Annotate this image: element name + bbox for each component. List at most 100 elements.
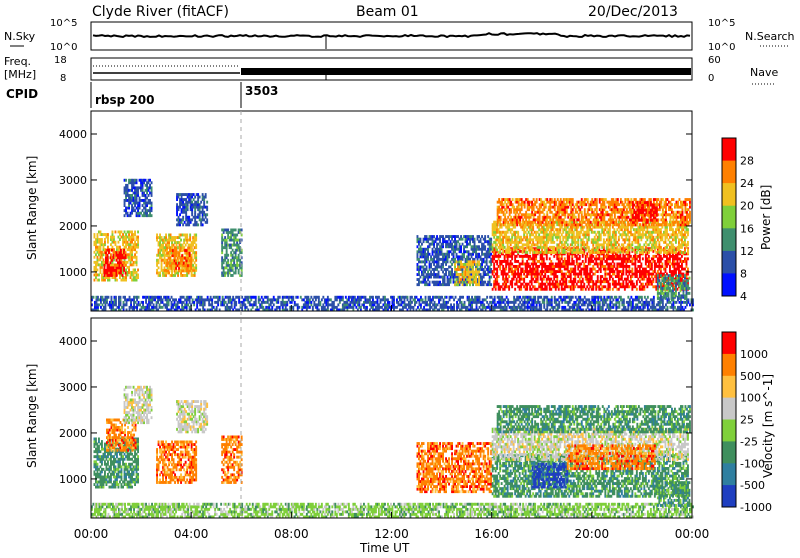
power-cell — [202, 223, 204, 226]
power-cell — [622, 270, 624, 273]
power-cell — [479, 298, 481, 301]
power-cell — [125, 179, 127, 182]
power-cell — [513, 296, 515, 299]
power-cell — [586, 268, 588, 271]
power-cell — [128, 204, 130, 207]
power-cell — [642, 257, 644, 260]
power-cell — [134, 248, 136, 251]
power-cell — [537, 268, 539, 271]
power-cell — [181, 254, 183, 257]
power-cell — [465, 276, 467, 279]
power-cell — [603, 296, 605, 299]
power-cell — [307, 303, 309, 306]
power-cell — [297, 303, 299, 306]
power-cell — [191, 201, 193, 204]
power-cell — [436, 235, 438, 238]
power-cell — [612, 260, 614, 263]
power-cell — [177, 274, 179, 277]
power-cell — [97, 296, 99, 299]
power-cell — [529, 255, 531, 258]
power-cell — [250, 298, 252, 301]
power-cell — [358, 301, 360, 304]
power-cell — [96, 301, 98, 304]
power-cell — [688, 298, 690, 301]
power-cell — [634, 285, 636, 288]
power-cell — [93, 296, 95, 299]
power-cell — [417, 235, 419, 238]
power-cell — [137, 236, 139, 239]
power-cell — [247, 298, 249, 301]
power-cell — [594, 303, 596, 306]
power-cell — [559, 268, 561, 271]
power-cell — [591, 257, 593, 260]
power-cell — [381, 306, 383, 309]
power-cell — [176, 211, 178, 214]
power-cell — [632, 303, 634, 306]
power-cell — [600, 278, 602, 281]
power-cell — [625, 263, 627, 266]
power-cell — [261, 303, 263, 306]
power-cell — [142, 301, 144, 304]
power-cell — [279, 306, 281, 309]
power-cell — [638, 298, 640, 301]
power-cell — [166, 306, 168, 309]
power-cell — [115, 301, 117, 304]
power-cell — [484, 281, 486, 284]
power-cell — [535, 263, 537, 266]
power-cell — [464, 303, 466, 306]
power-data-cells — [91, 179, 694, 312]
power-cell — [148, 181, 150, 184]
power-cell — [176, 198, 178, 201]
power-cell — [190, 267, 192, 270]
power-cell — [533, 303, 535, 306]
power-cell — [384, 296, 386, 299]
power-cell — [516, 278, 518, 281]
power-cell — [478, 281, 480, 284]
power-cell — [175, 247, 177, 250]
power-cell — [594, 298, 596, 301]
power-cell — [511, 255, 513, 258]
power-cell — [267, 296, 269, 299]
power-cell — [456, 253, 458, 256]
power-cell — [255, 301, 257, 304]
power-cell — [190, 259, 192, 262]
power-cell — [579, 306, 581, 309]
power-cell — [123, 249, 125, 252]
power-cell — [521, 306, 523, 309]
power-cell — [462, 243, 464, 246]
power-cell — [493, 265, 495, 268]
power-cell — [105, 251, 107, 254]
power-cell — [186, 234, 188, 237]
power-cell — [579, 255, 581, 258]
power-cell — [430, 255, 432, 258]
power-cell — [380, 301, 382, 304]
power-cell — [120, 249, 122, 252]
power-cell — [520, 275, 522, 278]
power-cell — [107, 261, 109, 264]
power-cell — [95, 253, 97, 256]
power-cell — [418, 271, 420, 274]
power-cell — [124, 296, 126, 299]
power-cell — [653, 296, 655, 299]
power-cell — [430, 263, 432, 266]
power-cell — [418, 243, 420, 246]
power-cell — [519, 301, 521, 304]
power-cell — [523, 280, 525, 283]
power-cell — [238, 256, 240, 259]
power-cell — [160, 296, 162, 299]
power-cell — [538, 265, 540, 268]
power-cell — [133, 298, 135, 301]
power-cell — [518, 298, 520, 301]
power-cell — [653, 303, 655, 306]
power-cell — [456, 243, 458, 246]
power-cell — [101, 251, 103, 254]
power-cell — [291, 301, 293, 304]
power-cell — [199, 196, 201, 199]
power-cell — [568, 257, 570, 260]
power-cell — [176, 213, 178, 216]
power-cell — [192, 264, 194, 267]
power-cell — [450, 278, 452, 281]
power-cell — [333, 301, 335, 304]
power-cell — [685, 306, 687, 309]
power-cell — [627, 296, 629, 299]
